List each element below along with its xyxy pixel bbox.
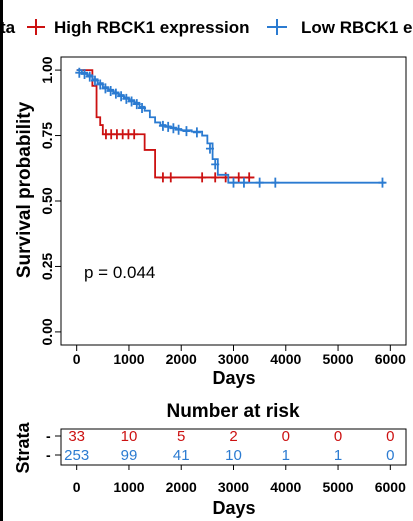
- series-0-censor-8: [198, 172, 207, 183]
- left-edge-strip: [0, 0, 3, 521]
- x-axis-label: Days: [212, 368, 255, 388]
- legend-prefix-text: ta: [0, 18, 16, 37]
- risk-value-0-4: 0: [282, 428, 290, 445]
- y-tick-label-3: 0.75: [39, 122, 55, 149]
- risk-value-1-1: 99: [121, 447, 138, 464]
- risk-table-strata-label: Strata: [13, 422, 33, 474]
- risk-value-1-0: 253: [64, 447, 89, 464]
- series-1-censor-18: [192, 127, 201, 138]
- series-0-censor-5: [130, 129, 139, 140]
- series-1-curve: [76, 69, 386, 184]
- y-axis-label: Survival probability: [14, 101, 35, 278]
- series-1-censor-0: [75, 67, 84, 78]
- series-1-censor-19: [205, 143, 214, 154]
- risk-x-tick-label-3: 3000: [218, 479, 249, 495]
- risk-x-tick-label-4: 4000: [270, 479, 301, 495]
- plot-layer: [75, 67, 387, 188]
- series-0-censor-9: [211, 172, 220, 183]
- series-1-censor-10: [127, 96, 136, 107]
- series-1-censor-11: [132, 99, 141, 110]
- series-1-censor-15: [169, 123, 178, 134]
- series-1-censor-5: [101, 83, 110, 94]
- legend-high-label: High RBCK1 expression: [54, 18, 250, 37]
- risk-x-tick-label-6: 6000: [375, 479, 406, 495]
- risk-x-tick-label-5: 5000: [322, 479, 353, 495]
- series-1-censor-13: [158, 120, 167, 131]
- series-1-censor-24: [271, 177, 280, 188]
- risk-value-0-1: 10: [121, 428, 138, 445]
- x-tick-label-4: 4000: [270, 351, 301, 367]
- series-1-censor-9: [122, 93, 131, 104]
- series-1-censor-16: [174, 124, 183, 135]
- p-value-label: p = 0.044: [84, 263, 155, 282]
- risk-table-x-label: Days: [212, 498, 255, 518]
- risk-x-tick-label-2: 2000: [166, 479, 197, 495]
- series-0-curve: [76, 69, 255, 179]
- x-tick-label-1: 1000: [113, 351, 144, 367]
- risk-x-tick-label-1: 1000: [113, 479, 144, 495]
- risk-value-0-5: 0: [334, 428, 342, 445]
- series-1-censor-4: [96, 79, 105, 90]
- series-0-censor-12: [245, 172, 254, 183]
- risk-value-0-0: 33: [68, 428, 85, 445]
- series-1-censor-14: [164, 121, 173, 132]
- x-tick-label-3: 3000: [218, 351, 249, 367]
- series-1-censor-3: [90, 75, 99, 86]
- series-1-censor-21: [229, 177, 238, 188]
- series-1-censor-25: [378, 177, 387, 188]
- risk-row-marker-1: -: [46, 447, 51, 463]
- series-1-censor-12: [138, 103, 147, 114]
- series-1-censor-23: [255, 177, 264, 188]
- series-1-censor-8: [117, 91, 126, 102]
- series-0-censor-7: [166, 172, 175, 183]
- x-tick-label-5: 5000: [322, 351, 353, 367]
- series-1-censor-6: [106, 86, 115, 97]
- risk-value-1-6: 0: [386, 447, 394, 464]
- series-1-censor-2: [85, 71, 94, 82]
- series-1-censor-7: [111, 88, 120, 99]
- risk-value-1-5: 1: [334, 447, 342, 464]
- y-tick-label-0: 0.00: [39, 318, 55, 345]
- series-1-censor-20: [211, 159, 220, 170]
- x-tick-label-0: 0: [73, 351, 81, 367]
- series-1-censor-1: [80, 69, 89, 80]
- risk-row-marker-0: -: [46, 428, 51, 444]
- series-1-censor-17: [182, 126, 191, 137]
- legend: ta High RBCK1 expression Low RBCK1 e: [0, 18, 412, 37]
- risk-value-1-2: 41: [173, 447, 190, 464]
- risk-value-0-2: 5: [177, 428, 185, 445]
- series-0-censor-11: [234, 172, 243, 183]
- legend-low-label: Low RBCK1 e: [301, 18, 412, 37]
- plot-frame: [60, 56, 407, 346]
- series-0-censor-6: [158, 172, 167, 183]
- x-tick-label-2: 2000: [166, 351, 197, 367]
- y-tick-label-4: 1.00: [39, 56, 55, 83]
- risk-layer: -33 10 5 2 0 0 0- 253 99 41 10 1 1 00 1000 2000 3000 4000…: [46, 428, 406, 495]
- y-tick-label-2: 0.50: [39, 187, 55, 214]
- risk-table-title: Number at risk: [166, 401, 299, 422]
- y-tick-label-1: 0.25: [39, 253, 55, 280]
- risk-value-0-6: 0: [386, 428, 394, 445]
- risk-x-tick-label-0: 0: [73, 479, 81, 495]
- series-1-censor-22: [239, 177, 248, 188]
- x-tick-label-6: 6000: [375, 351, 406, 367]
- risk-value-1-4: 1: [282, 447, 290, 464]
- axes-layer: 0 1000 2000 3000 4000 5000 6000 0.00 0.25 0.50 0.7…: [39, 56, 406, 367]
- risk-value-0-3: 2: [229, 428, 237, 445]
- risk-value-1-3: 10: [225, 447, 242, 464]
